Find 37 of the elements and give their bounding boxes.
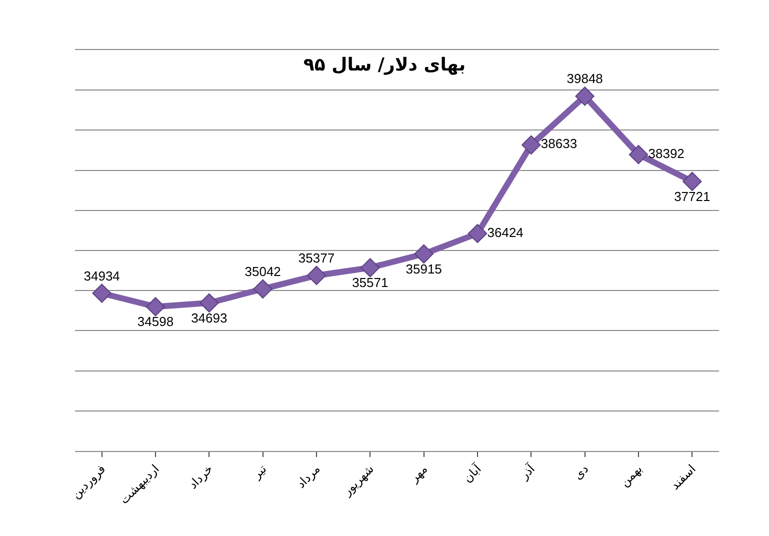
point — [682, 172, 702, 192]
x-tick-label: اردیبهشت — [116, 462, 162, 507]
data-label: 38633 — [540, 136, 578, 152]
x-tick-label: مهر — [406, 462, 430, 486]
data-label: 39848 — [566, 71, 603, 86]
data-label: 38392 — [648, 146, 684, 161]
data-label: 34934 — [84, 268, 120, 284]
chart-title: بهای دلار/ سال ۹۵ — [303, 54, 466, 76]
data-label: 35571 — [352, 275, 388, 290]
point — [92, 284, 112, 303]
x-tick-label: بهمن — [617, 462, 645, 490]
data-label: 34598 — [137, 314, 174, 330]
x-tick-label: شهریور — [339, 462, 377, 500]
x-tick-label: آذر — [516, 460, 538, 483]
x-tick-label: اسفند — [668, 462, 699, 493]
data-label: 34693 — [191, 310, 228, 326]
data-label: 35042 — [244, 264, 281, 279]
point — [628, 144, 648, 164]
data-label: 35915 — [406, 261, 442, 276]
x-tick-label: فروردین — [68, 462, 108, 502]
point — [146, 297, 166, 316]
point — [414, 244, 434, 264]
point — [522, 135, 541, 155]
data-label: 35377 — [298, 250, 335, 266]
point — [200, 293, 219, 313]
point — [360, 258, 380, 278]
data-label: 37721 — [674, 188, 710, 204]
x-tick-label: دی — [570, 462, 592, 482]
point — [468, 224, 488, 244]
data-label: 36424 — [487, 224, 524, 240]
point — [575, 86, 594, 106]
point — [306, 266, 326, 286]
point — [253, 279, 272, 299]
x-tick-label: مرداد — [294, 462, 323, 491]
x-tick-label: خرداد — [186, 462, 216, 492]
x-tick-label: آبان — [460, 460, 484, 486]
x-tick-label: تیر — [248, 462, 270, 482]
